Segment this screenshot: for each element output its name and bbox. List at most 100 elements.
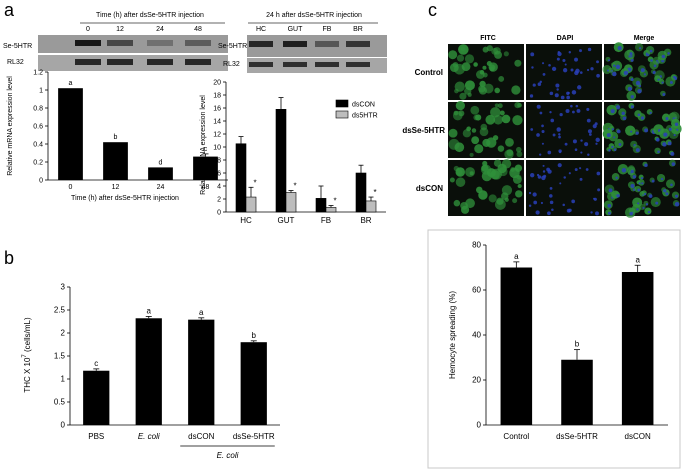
dapi-nucleus <box>635 148 640 153</box>
fitc-cell <box>479 80 486 88</box>
blot-band <box>249 62 273 67</box>
fitc-cell <box>515 190 523 198</box>
micro-col-merge: Merge <box>634 35 655 42</box>
fitc-cell <box>667 112 678 122</box>
dapi-nucleus <box>613 148 617 151</box>
y-tick-label: 4 <box>217 183 221 190</box>
fitc-cell <box>634 110 642 118</box>
dapi-nucleus <box>672 117 675 120</box>
blot-right-row-se5htr: Se-5HTR <box>218 43 247 50</box>
dapi-nucleus <box>541 129 545 134</box>
dapi-nucleus <box>612 71 617 77</box>
dapi-nucleus <box>617 46 622 51</box>
dapi-nucleus <box>584 142 589 147</box>
blot-band <box>107 40 133 46</box>
fitc-cell <box>455 177 466 187</box>
blot-band <box>283 62 307 67</box>
dapi-nucleus <box>571 199 576 204</box>
dapi-nucleus <box>643 73 647 76</box>
dapi-nucleus <box>615 176 618 180</box>
x-tick-label: dsCON <box>625 432 651 441</box>
y-tick-label: 0 <box>39 177 43 184</box>
x-tick-label: 12 <box>112 184 120 191</box>
fitc-cell <box>461 62 471 72</box>
dapi-nucleus <box>570 68 574 72</box>
dapi-nucleus <box>548 63 551 67</box>
blot-left: Time (h) after dsSe-5HTR injection 0 12 … <box>3 12 228 71</box>
blot-band <box>147 40 173 46</box>
micro-row-control: Control <box>415 68 443 77</box>
dapi-nucleus <box>595 142 598 145</box>
fitc-cell <box>454 142 465 153</box>
dapi-nucleus <box>536 104 541 109</box>
fitc-cell <box>517 184 522 189</box>
y-tick-label: 6 <box>217 170 221 177</box>
fitc-cell <box>501 185 513 196</box>
dapi-nucleus <box>638 47 642 50</box>
dapi-nucleus <box>650 59 653 62</box>
dapi-nucleus <box>574 168 578 172</box>
fitc-cell <box>497 145 505 152</box>
fitc-cell <box>486 168 496 178</box>
dapi-nucleus <box>530 172 535 178</box>
dapi-nucleus <box>635 131 639 135</box>
dapi-nucleus <box>559 182 562 185</box>
fitc-cell <box>474 144 484 154</box>
significance-letter: b <box>114 134 118 141</box>
dapi-nucleus <box>537 175 542 179</box>
fitc-cell <box>471 136 480 145</box>
dapi-nucleus <box>629 52 633 56</box>
dapi-nucleus <box>549 200 554 205</box>
dapi-nucleus <box>576 108 581 113</box>
dapi-nucleus <box>643 192 647 196</box>
dapi-nucleus <box>547 211 551 216</box>
fitc-cell <box>641 190 647 196</box>
x-tick-label: 0 <box>69 184 73 191</box>
dapi-nucleus <box>606 133 611 138</box>
dapi-nucleus <box>530 52 535 57</box>
fitc-cell <box>470 105 480 115</box>
group-label: E. coli <box>217 451 239 460</box>
dapi-nucleus <box>579 167 582 170</box>
y-tick-label: 16 <box>213 105 221 112</box>
dapi-nucleus <box>674 194 679 198</box>
chart-a-right: 0 2 4 6 8 10 12 14 16 18 20 * HC * GUT * FB * BR Relative m… <box>200 79 386 225</box>
blot-band <box>185 59 211 65</box>
y-tick-label: 2 <box>217 196 221 203</box>
dapi-nucleus <box>668 127 672 131</box>
fitc-cell <box>465 167 476 177</box>
dapi-nucleus <box>541 175 546 181</box>
dapi-nucleus <box>630 130 633 133</box>
blot-right-lane-hc: HC <box>256 26 266 33</box>
fitc-cell <box>506 149 514 157</box>
fitc-cell <box>504 197 509 202</box>
dapi-nucleus <box>607 211 611 215</box>
blot-right-lane-gut: GUT <box>288 26 304 33</box>
bar <box>325 207 337 213</box>
dapi-nucleus <box>564 63 567 66</box>
dapi-nucleus <box>586 118 591 123</box>
bar <box>58 88 83 180</box>
fitc-cell <box>461 205 470 214</box>
dapi-nucleus <box>549 111 552 114</box>
dapi-nucleus <box>556 127 561 132</box>
blot-right-lane-fb: FB <box>323 26 332 33</box>
significance-letter: d <box>159 159 163 166</box>
fitc-cell <box>634 43 644 52</box>
y-axis-label: Relative mRNA expression level <box>7 76 14 176</box>
y-tick-label: 20 <box>213 79 221 86</box>
y-tick-label: 10 <box>213 144 221 151</box>
fitc-cell <box>654 147 661 155</box>
dapi-nucleus <box>638 182 641 185</box>
significance-letter: c <box>204 146 208 153</box>
x-tick-label: FB <box>321 216 331 225</box>
dapi-nucleus <box>568 172 571 175</box>
fitc-cell <box>646 108 653 115</box>
fitc-cell <box>654 75 661 83</box>
bar <box>365 200 377 213</box>
fitc-cell <box>464 54 475 64</box>
fitc-cell <box>464 80 475 91</box>
dapi-nucleus <box>575 68 580 74</box>
dapi-nucleus <box>556 57 560 61</box>
y-tick-label: 0 <box>217 209 221 216</box>
